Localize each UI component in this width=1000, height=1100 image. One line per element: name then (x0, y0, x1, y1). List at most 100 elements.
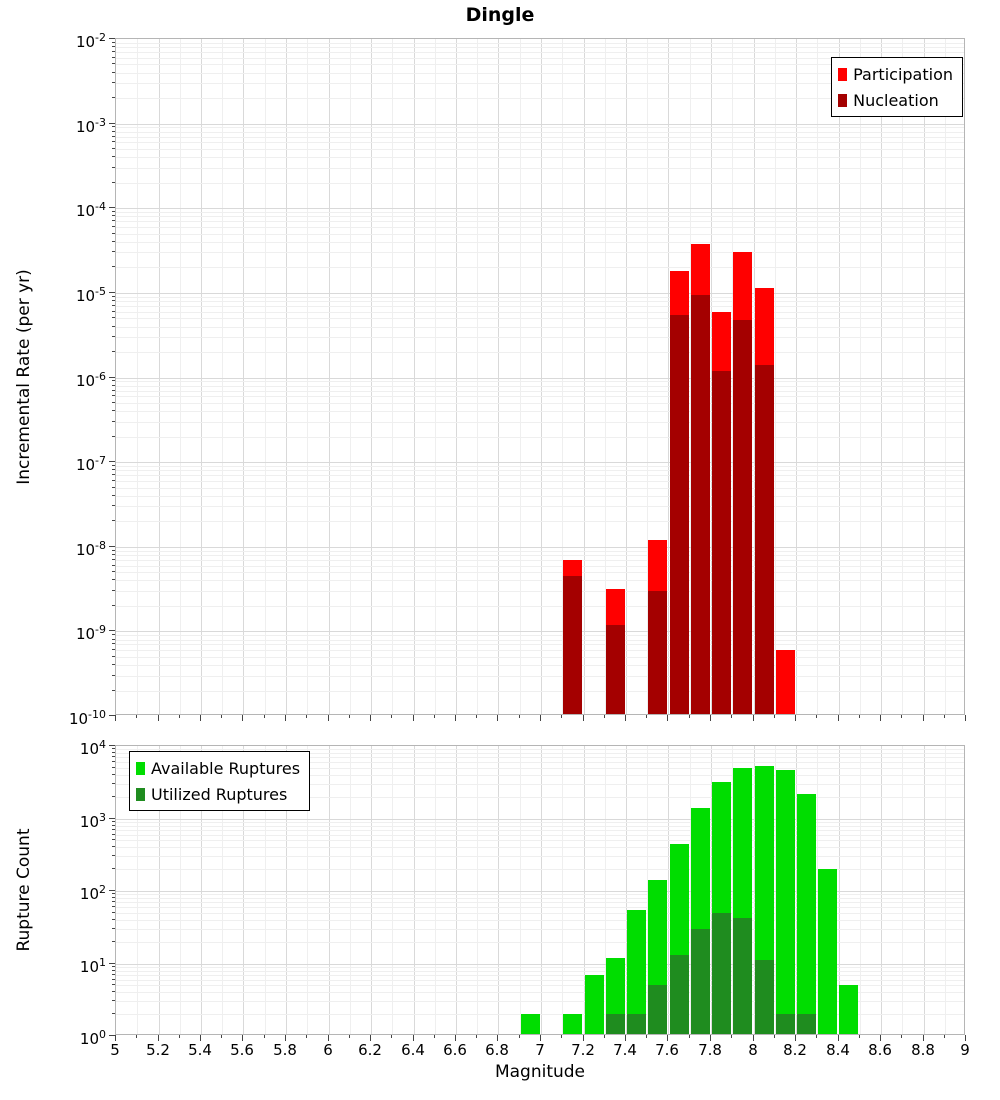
gridline-vertical (371, 39, 372, 714)
gridline-log-minor (116, 898, 964, 899)
gridline-log-minor (116, 64, 964, 65)
gridline-log-minor (116, 762, 964, 763)
gridline-vertical (690, 39, 691, 714)
y-minor-tick-mark (112, 571, 115, 572)
x-tick-label: 7.4 (613, 1041, 637, 1059)
x-minor-tick-mark (391, 715, 392, 718)
nucleation-bar (563, 576, 582, 714)
y-tick-label: 10-9 (75, 623, 106, 643)
gridline-vertical (286, 746, 287, 1034)
y-tick-label: 103 (79, 811, 106, 831)
gridline-vertical (286, 39, 287, 714)
participation-swatch-icon (838, 67, 848, 81)
utilized-ruptures-bar (670, 955, 689, 1034)
gridline-log-minor (116, 797, 964, 798)
y-minor-tick-mark (112, 395, 115, 396)
x-tick-label: 6.6 (443, 1041, 467, 1059)
y-minor-tick-mark (112, 385, 115, 386)
y-tick-mark (109, 890, 115, 891)
gridline-log-minor (116, 856, 964, 857)
y-tick-mark (109, 630, 115, 631)
gridline-vertical (881, 39, 882, 714)
gridline-log-minor (116, 572, 964, 573)
gridline-log-minor (116, 216, 964, 217)
x-tick-mark (540, 1035, 541, 1041)
gridline-vertical (414, 746, 415, 1034)
x-tick-mark (455, 715, 456, 721)
gridline-vertical (584, 39, 585, 714)
y-minor-tick-mark (112, 148, 115, 149)
gridline-log-minor (116, 551, 964, 552)
gridline-log-minor (116, 985, 964, 986)
gridline-log-minor (116, 137, 964, 138)
gridline-log-minor (116, 757, 964, 758)
x-tick-label: 9 (960, 1041, 970, 1059)
gridline-log-minor (116, 496, 964, 497)
x-minor-tick-mark (646, 1035, 647, 1038)
rate-y-axis-label: Incremental Rate (per yr) (14, 269, 34, 485)
y-minor-tick-mark (112, 634, 115, 635)
available-ruptures-swatch-icon (136, 761, 145, 775)
utilized-ruptures-swatch-icon (136, 787, 145, 801)
x-minor-tick-mark (816, 1035, 817, 1038)
gridline-vertical (329, 746, 330, 1034)
y-minor-tick-mark (112, 855, 115, 856)
y-minor-tick-mark (112, 215, 115, 216)
x-tick-label: 5.4 (188, 1041, 212, 1059)
y-minor-tick-mark (112, 912, 115, 913)
gridline-vertical (732, 39, 733, 714)
gridline-vertical (945, 39, 946, 714)
gridline-vertical (817, 39, 818, 714)
gridline-log-minor (116, 227, 964, 228)
gridline-log-minor (116, 768, 964, 769)
legend-row-utilized: Utilized Ruptures (136, 781, 300, 807)
x-tick-mark (965, 1035, 966, 1041)
y-minor-tick-mark (112, 72, 115, 73)
x-tick-mark (795, 715, 796, 721)
available-ruptures-bar (839, 985, 858, 1034)
gridline-log-minor (116, 826, 964, 827)
gridline-log-minor (116, 942, 964, 943)
gridline-log-minor (116, 822, 964, 823)
gridline-vertical (924, 746, 925, 1034)
gridline-log-minor (116, 267, 964, 268)
gridline-log-minor (116, 306, 964, 307)
y-minor-tick-mark (112, 136, 115, 137)
gridline-vertical (796, 39, 797, 714)
y-minor-tick-mark (112, 901, 115, 902)
y-minor-tick-mark (112, 550, 115, 551)
count-legend: Available Ruptures Utilized Ruptures (129, 751, 311, 811)
x-tick-mark (413, 1035, 414, 1041)
gridline-log-minor (116, 337, 964, 338)
gridline-log-minor (116, 521, 964, 522)
gridline-log-minor (116, 1001, 964, 1002)
gridline-vertical (265, 39, 266, 714)
gridline-log-minor (116, 488, 964, 489)
gridline-vertical (159, 746, 160, 1034)
y-tick-label: 101 (79, 956, 106, 976)
y-minor-tick-mark (112, 868, 115, 869)
gridline-vertical (498, 746, 499, 1034)
gridline-log-minor (116, 242, 964, 243)
gridline-decade (116, 208, 964, 209)
gridline-vertical (414, 39, 415, 714)
gridline-log-minor (116, 1014, 964, 1015)
x-tick-mark (200, 715, 201, 721)
x-tick-label: 8.2 (783, 1041, 807, 1059)
x-minor-tick-mark (306, 715, 307, 718)
y-minor-tick-mark (112, 42, 115, 43)
y-minor-tick-mark (112, 970, 115, 971)
available-ruptures-bar (818, 869, 837, 1034)
gridline-log-minor (116, 784, 964, 785)
x-minor-tick-mark (774, 1035, 775, 1038)
x-tick-label: 7.6 (655, 1041, 679, 1059)
count-y-axis-label: Rupture Count (14, 828, 34, 952)
x-tick-mark (115, 1035, 116, 1041)
x-minor-tick-mark (731, 1035, 732, 1038)
x-tick-label: 7.2 (571, 1041, 595, 1059)
gridline-vertical (860, 39, 861, 714)
y-minor-tick-mark (112, 487, 115, 488)
gridline-log-minor (116, 234, 964, 235)
y-minor-tick-mark (112, 565, 115, 566)
gridline-vertical (796, 746, 797, 1034)
